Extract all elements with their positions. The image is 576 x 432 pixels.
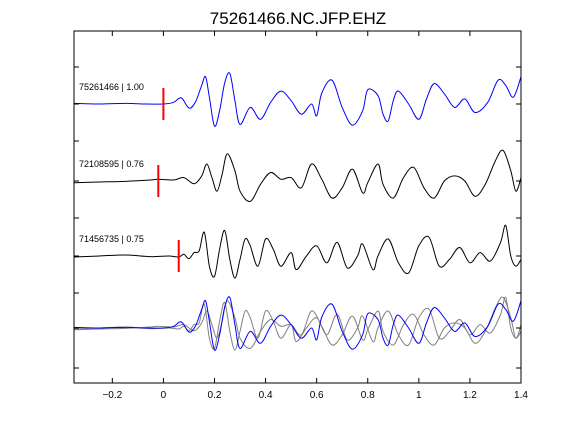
overlay-trace [74, 296, 521, 351]
x-tick-label: −0.2 [102, 390, 122, 401]
plot-frame-layer [73, 30, 522, 384]
overlay-panel [74, 296, 521, 351]
trace-panel: 71456735 | 0.75 [74, 224, 521, 279]
trace-label: 72108595 | 0.76 [79, 159, 144, 169]
x-tick-label: 1 [416, 390, 422, 401]
overlay-trace [74, 296, 521, 349]
plot-frame [73, 30, 522, 384]
x-axis: −0.2 0 0.2 0.4 0.6 0.8 1 1.2 1.4 [102, 31, 528, 401]
trace-panel: 72108595 | 0.76 [74, 149, 521, 202]
trace-label: 71456735 | 0.75 [79, 234, 144, 244]
seismogram-trace [74, 72, 521, 127]
overlay-trace [74, 296, 521, 351]
x-tick-label: 0.8 [361, 390, 375, 401]
x-tick-label: 0.4 [259, 390, 273, 401]
x-tick-label: 0 [161, 390, 167, 401]
x-tick-label: 0.6 [310, 390, 324, 401]
panel-stack: 75261466 | 1.00 72108595 | 0.76 71456735 |… [74, 72, 521, 351]
x-tick-label: 1.4 [514, 390, 528, 401]
seismogram-trace [74, 224, 521, 279]
x-tick-label: 1.2 [463, 390, 477, 401]
x-tick-label: 0.2 [208, 390, 222, 401]
seismogram-trace [74, 149, 521, 202]
trace-panel: 75261466 | 1.00 [74, 72, 521, 127]
trace-label: 75261466 | 1.00 [79, 82, 144, 92]
chart-title: 75261466.NC.JFP.EHZ [210, 9, 386, 28]
